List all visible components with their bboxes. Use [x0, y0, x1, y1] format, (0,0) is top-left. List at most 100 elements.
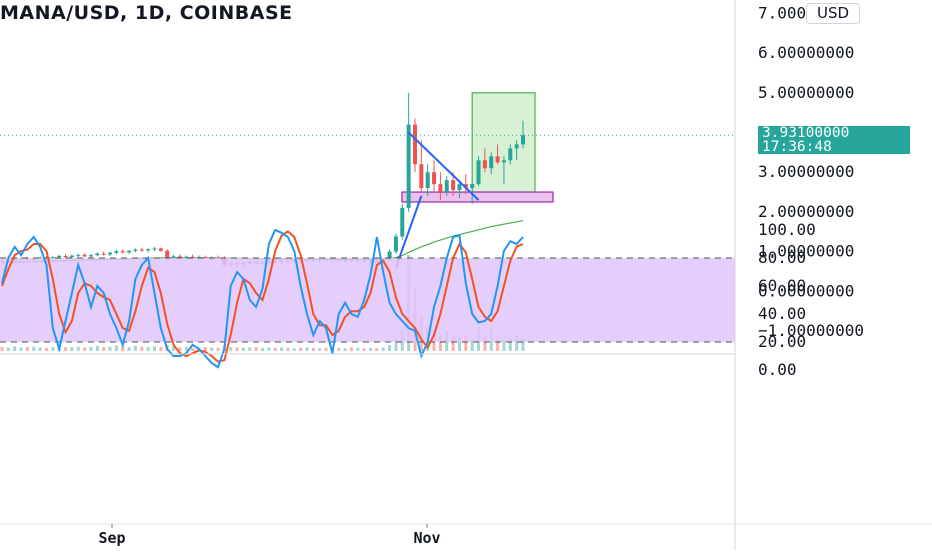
candle — [482, 148, 487, 173]
stoch-tick-label: 40.00 — [758, 304, 806, 323]
volume-bar — [32, 346, 36, 351]
candle-body — [451, 180, 456, 191]
volume-bar — [305, 347, 309, 351]
volume-bar — [286, 347, 290, 351]
candle — [476, 156, 481, 187]
candle-body — [521, 135, 525, 145]
candle-body — [133, 249, 138, 251]
volume-bar — [273, 347, 277, 351]
candle-body — [139, 249, 144, 251]
volume-bar — [369, 347, 373, 351]
candle-body — [444, 180, 449, 193]
volume-bar — [102, 347, 106, 351]
volume-bar — [457, 337, 461, 351]
volume-bar — [388, 345, 392, 351]
candle — [489, 152, 494, 175]
volume-bar — [127, 347, 131, 351]
time-tick-label: Sep — [98, 529, 125, 547]
candle-body — [387, 251, 392, 260]
candle — [158, 247, 163, 252]
volume-bar — [438, 335, 442, 351]
candle — [432, 160, 437, 193]
candle — [400, 203, 405, 240]
volume-bar — [515, 335, 519, 351]
volume-bar — [95, 345, 99, 351]
volume-bar — [172, 346, 176, 351]
stoch-pane — [0, 228, 735, 369]
volume-bar — [241, 347, 245, 351]
volume-bar — [280, 347, 284, 351]
countdown-value: 17:36:48 — [762, 139, 832, 155]
candle-body — [108, 252, 113, 255]
volume-bar — [44, 347, 48, 351]
stoch-tick-label: 80.00 — [758, 248, 806, 267]
candle — [495, 144, 500, 165]
candle — [508, 144, 513, 165]
volume-bar — [502, 339, 506, 351]
candle — [419, 140, 424, 193]
candle-body — [57, 255, 62, 258]
volume-bar — [6, 347, 10, 351]
candle-body — [425, 172, 430, 189]
volume-bar — [508, 339, 512, 351]
candle-body — [514, 144, 519, 149]
candle — [108, 251, 113, 256]
volume-bar — [337, 347, 341, 351]
candle-body — [50, 257, 55, 259]
volume-bar — [356, 347, 360, 351]
candle-body — [432, 172, 437, 185]
candle-body — [69, 255, 74, 258]
volume-bar — [267, 347, 271, 351]
volume-bar — [299, 347, 303, 351]
candle-body — [177, 256, 182, 258]
current-price-value: 3.93100000 — [762, 125, 850, 141]
candle-body — [419, 164, 424, 189]
candle-body — [120, 251, 125, 253]
volume-bar — [140, 346, 144, 351]
trendline — [407, 131, 480, 201]
volume-bar — [381, 347, 385, 351]
candle-body — [76, 254, 81, 256]
candle-body — [127, 250, 132, 253]
moving-average-line — [1, 220, 524, 264]
candle-body — [406, 124, 411, 208]
volume-bar — [25, 347, 29, 351]
candle — [521, 120, 525, 149]
candle — [457, 180, 462, 199]
candle-body — [158, 248, 163, 251]
candle-body — [190, 256, 195, 258]
candle-body — [400, 207, 405, 237]
volume-bar — [496, 339, 500, 351]
candle — [393, 233, 398, 254]
volume-bar — [13, 346, 17, 351]
price-tick-label: 2.00000000 — [758, 202, 854, 221]
candle-body — [463, 184, 468, 189]
candle — [82, 253, 87, 258]
price-tick-label: 6.00000000 — [758, 43, 854, 62]
volume-bar — [133, 345, 137, 351]
volume-bar — [470, 339, 474, 351]
candle-body — [184, 256, 189, 258]
currency-button[interactable]: USD — [806, 3, 860, 24]
candle — [463, 174, 468, 195]
candle-body — [457, 184, 462, 191]
candle-body — [412, 124, 417, 165]
stoch-tick-label: 60.00 — [758, 276, 806, 295]
candle — [76, 253, 81, 258]
volume-bar — [254, 347, 258, 351]
candle-body — [101, 253, 106, 255]
volume-bar — [210, 347, 214, 351]
volume-bar — [38, 347, 42, 351]
stoch-k-line — [1, 228, 524, 369]
volume-bar — [184, 347, 188, 351]
candle — [120, 249, 125, 254]
candle — [63, 254, 68, 258]
candle — [412, 118, 417, 173]
volume-bar — [159, 347, 163, 351]
volume-bar — [89, 347, 93, 351]
volume-bar — [349, 347, 353, 351]
candle — [425, 164, 430, 197]
volume-bar — [292, 348, 296, 351]
